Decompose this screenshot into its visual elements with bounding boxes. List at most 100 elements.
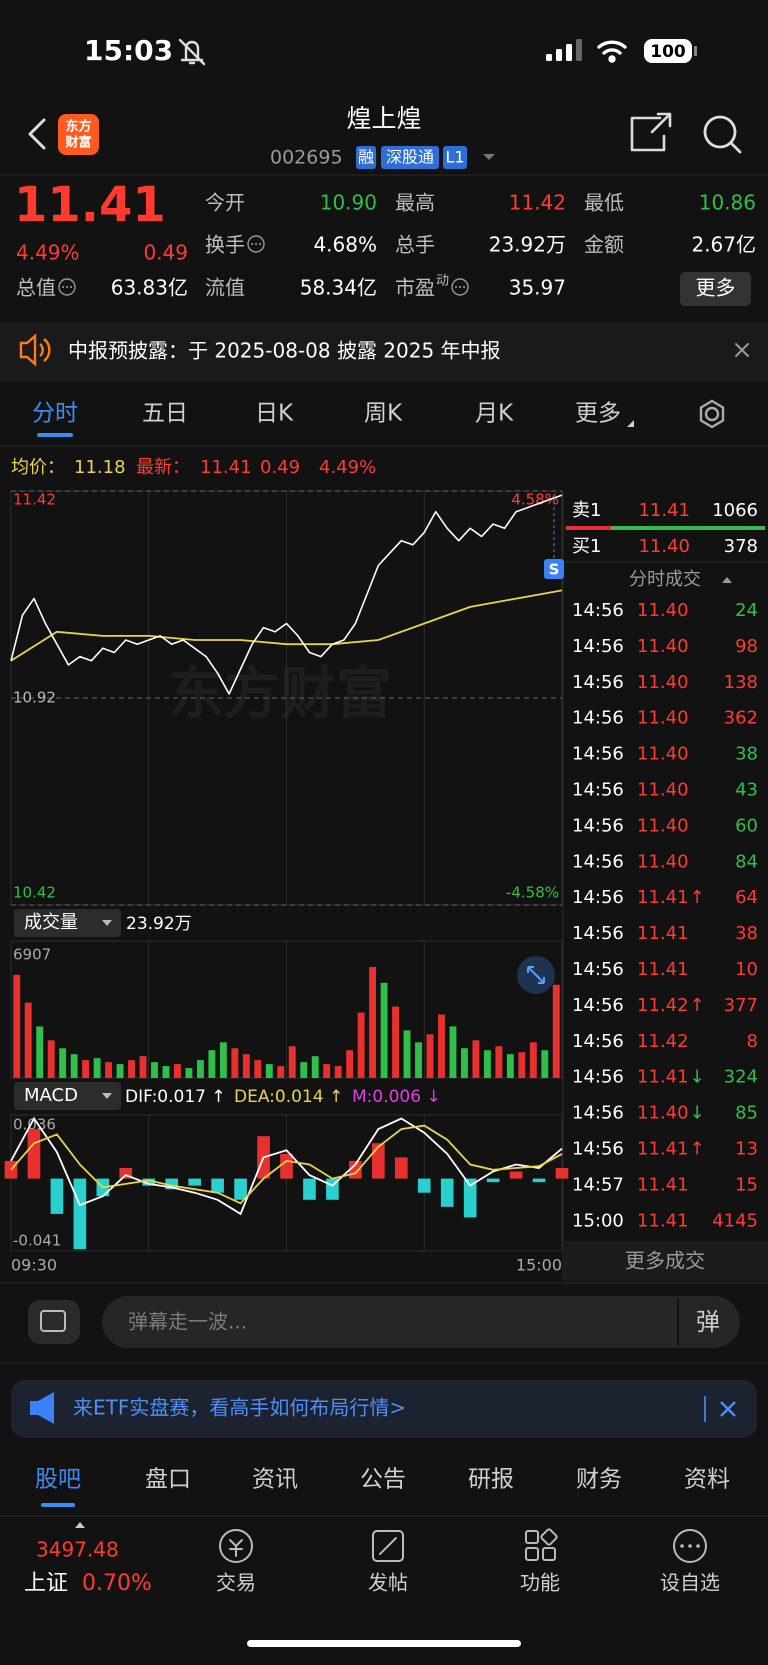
volume-bar bbox=[334, 1066, 342, 1078]
trade-time: 14:56 bbox=[572, 923, 624, 944]
volume-bar bbox=[369, 966, 377, 1078]
y-tick-label: 6907 bbox=[13, 946, 51, 964]
macd-legend: M:0.006 ↓ bbox=[352, 1087, 441, 1107]
latest-value: 11.41 bbox=[200, 457, 252, 478]
tab[interactable]: 月K bbox=[475, 401, 514, 427]
bottom-tab[interactable]: 资讯 bbox=[252, 1467, 298, 1493]
tab[interactable]: 日K bbox=[255, 401, 294, 427]
volume-bar bbox=[460, 1048, 468, 1078]
field-label: 换手 bbox=[205, 233, 245, 257]
comment-input[interactable] bbox=[102, 1296, 740, 1348]
ask-label: 卖1 bbox=[572, 500, 601, 521]
battery bbox=[644, 39, 692, 63]
battery-tip bbox=[694, 46, 697, 56]
tab[interactable]: 更多 bbox=[575, 401, 621, 427]
trade-time: 14:56 bbox=[572, 636, 624, 657]
tab[interactable]: 分时 bbox=[32, 401, 78, 427]
trade-time: 15:00 bbox=[572, 1210, 624, 1231]
y-tick-label: 10.92 bbox=[13, 689, 56, 707]
trades-title: 分时成交 bbox=[629, 569, 701, 590]
nav-item[interactable]: 发帖 bbox=[368, 1571, 408, 1595]
trade-marker bbox=[544, 559, 564, 579]
shape bbox=[608, 55, 616, 63]
info-icon bbox=[247, 235, 265, 253]
macd-bar bbox=[303, 1178, 316, 1200]
field-label: 今开 bbox=[205, 191, 245, 215]
badge-text: L1 bbox=[445, 148, 464, 167]
shape bbox=[546, 54, 552, 61]
sort-caret[interactable] bbox=[722, 577, 732, 583]
trade-time: 14:56 bbox=[572, 600, 624, 621]
banner-close[interactable] bbox=[720, 1401, 736, 1417]
shape bbox=[43, 338, 51, 362]
danmaku-toggle[interactable] bbox=[28, 1300, 80, 1344]
volume-selector[interactable] bbox=[14, 909, 121, 937]
trade-volume: 43 bbox=[735, 780, 758, 801]
danmaku-send[interactable]: 弹 bbox=[696, 1308, 720, 1336]
trade-time: 14:56 bbox=[572, 1103, 624, 1124]
nav-item[interactable]: 设自选 bbox=[660, 1571, 720, 1595]
trade-arrow: ↑ bbox=[690, 995, 705, 1016]
bottom-tab[interactable]: 盘口 bbox=[145, 1467, 191, 1493]
volume-bar bbox=[552, 984, 560, 1078]
notice-close[interactable] bbox=[735, 343, 749, 357]
index-caret bbox=[75, 1522, 85, 1528]
more-trades-button[interactable] bbox=[563, 1241, 768, 1281]
mute-icon bbox=[178, 38, 206, 66]
share-button[interactable] bbox=[630, 112, 672, 152]
indicator-selector[interactable] bbox=[14, 1082, 121, 1110]
avg-label: 均价： bbox=[11, 457, 65, 478]
trade-time: 14:56 bbox=[572, 744, 624, 765]
settings-button[interactable] bbox=[699, 399, 725, 429]
volume-bar bbox=[415, 1042, 422, 1078]
shape bbox=[602, 48, 622, 55]
macd-bar bbox=[73, 1178, 87, 1250]
bottom-tab[interactable]: 股吧 bbox=[35, 1467, 81, 1493]
nav-item[interactable]: 交易 bbox=[216, 1571, 256, 1595]
dropdown-caret[interactable] bbox=[483, 154, 495, 160]
tab[interactable]: 周K bbox=[364, 401, 403, 427]
search-button[interactable] bbox=[703, 115, 742, 154]
volume-bar bbox=[449, 1026, 457, 1078]
etf-banner[interactable] bbox=[11, 1380, 757, 1438]
bottom-tab[interactable]: 资料 bbox=[684, 1467, 730, 1493]
bid-label: 买1 bbox=[572, 536, 601, 557]
wifi-icon bbox=[597, 40, 627, 63]
trade-time: 14:56 bbox=[572, 959, 624, 980]
trade-price: 11.40 bbox=[637, 708, 689, 729]
volume-bar bbox=[13, 974, 21, 1078]
bottom-tab[interactable]: 公告 bbox=[360, 1467, 406, 1493]
trade-price: 11.41 bbox=[637, 923, 689, 944]
shape bbox=[372, 1530, 404, 1562]
shape bbox=[525, 1547, 539, 1561]
field-label: 金额 bbox=[584, 233, 624, 257]
x-tick-label: 15:00 bbox=[516, 1256, 562, 1275]
shape bbox=[699, 399, 725, 429]
watermark: 东方财富 bbox=[168, 662, 392, 727]
back-button[interactable] bbox=[28, 118, 46, 150]
shape bbox=[542, 1547, 556, 1561]
trade-price: 11.40 bbox=[637, 744, 689, 765]
trade-volume: 377 bbox=[724, 995, 758, 1016]
trade-time: 14:57 bbox=[572, 1174, 624, 1195]
more-button[interactable] bbox=[680, 272, 751, 306]
volume-bar bbox=[151, 1062, 158, 1078]
index-change: 0.70% bbox=[82, 1571, 152, 1596]
volume-bar bbox=[300, 1062, 308, 1078]
trade-price: 11.40 bbox=[637, 815, 689, 836]
macd-bar bbox=[417, 1178, 431, 1193]
trade-time: 14:56 bbox=[572, 1139, 624, 1160]
macd-bar bbox=[211, 1178, 224, 1193]
field-label: 总手 bbox=[395, 233, 435, 257]
index-value[interactable]: 3497.48 bbox=[36, 1538, 119, 1562]
volume-bar bbox=[82, 1060, 90, 1078]
field-value: 10.90 bbox=[320, 191, 377, 215]
tab[interactable]: 五日 bbox=[142, 401, 188, 427]
macd-bar bbox=[394, 1157, 408, 1179]
badge bbox=[356, 146, 376, 169]
macd-bar bbox=[532, 1178, 546, 1183]
trade-volume: 4145 bbox=[712, 1210, 758, 1231]
bottom-tab[interactable]: 财务 bbox=[576, 1467, 622, 1493]
bottom-tab[interactable]: 研报 bbox=[468, 1467, 514, 1493]
nav-item[interactable]: 功能 bbox=[520, 1571, 560, 1595]
